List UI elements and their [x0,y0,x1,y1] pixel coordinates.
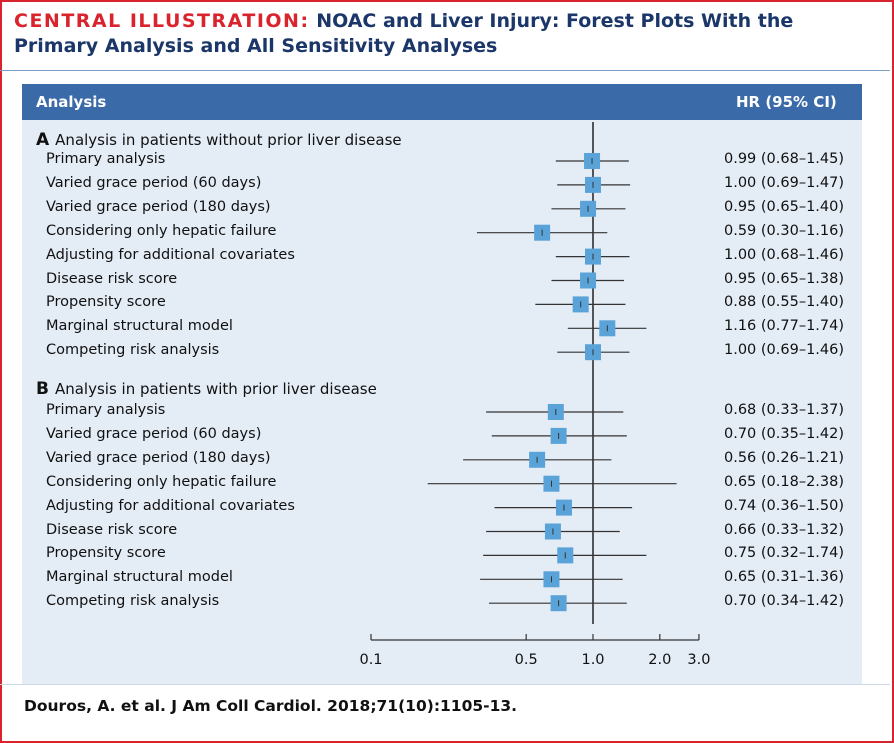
x-tick-label: 2.0 [648,652,671,668]
row-hr-value: 0.74 (0.36–1.50) [724,497,845,514]
table-header: Analysis HR (95% CI) [22,84,862,120]
row-label: Varied grace period (60 days) [46,425,262,442]
figure-title: CENTRAL ILLUSTRATION: NOAC and Liver Inj… [14,9,874,59]
row-hr-value: 0.65 (0.31–1.36) [724,569,845,586]
row-label: Considering only hepatic failure [46,222,277,239]
row-hr-value: 0.75 (0.32–1.74) [724,545,845,562]
row-hr-value: 1.16 (0.77–1.74) [724,318,845,335]
row-hr-value: 1.00 (0.68–1.46) [724,246,845,263]
row-hr-value: 1.00 (0.69–1.46) [724,342,845,359]
row-hr-value: 0.95 (0.65–1.40) [724,198,845,215]
x-tick-label: 1.0 [581,652,604,668]
row-label: Adjusting for additional covariates [46,497,295,514]
row-label: Varied grace period (180 days) [46,198,271,215]
section-title-text: Analysis in patients without prior liver… [55,131,402,149]
hr-column-header: HR (95% CI) [736,93,837,111]
row-hr-value: 0.59 (0.30–1.16) [724,222,845,239]
row-hr-value: 0.95 (0.65–1.38) [724,270,845,287]
row-label: Marginal structural model [46,318,233,335]
row-label: Disease risk score [46,270,178,287]
row-hr-value: 1.00 (0.69–1.47) [724,174,845,191]
row-label: Competing risk analysis [46,342,220,359]
row-hr-value: 0.66 (0.33–1.32) [724,521,845,538]
analysis-column-header: Analysis [36,93,107,111]
footer-divider [0,684,890,685]
title-divider [0,70,890,71]
title-lead: CENTRAL ILLUSTRATION: [14,10,310,32]
row-hr-value: 0.56 (0.26–1.21) [724,449,845,466]
row-hr-value: 0.70 (0.35–1.42) [724,425,845,442]
section-letter: A [36,130,50,150]
row-label: Disease risk score [46,521,178,538]
row-label: Primary analysis [46,402,166,418]
section-title-a: A Analysis in patients without prior live… [36,130,402,150]
forest-plot-panel [22,84,862,684]
section-title-text: Analysis in patients with prior liver di… [54,380,377,398]
row-label: Primary analysis [46,151,166,167]
row-label: Considering only hepatic failure [46,473,277,490]
row-hr-value: 0.65 (0.18–2.38) [724,473,845,490]
section-letter: B [36,379,49,399]
row-label: Competing risk analysis [46,593,220,610]
row-hr-value: 0.88 (0.55–1.40) [724,294,845,311]
row-label: Propensity score [46,294,166,311]
row-hr-value: 0.68 (0.33–1.37) [724,402,845,418]
x-tick-label: 3.0 [687,652,710,668]
row-hr-value: 0.99 (0.68–1.45) [724,151,845,167]
row-label: Varied grace period (180 days) [46,449,271,466]
section-title-b: B Analysis in patients with prior liver d… [36,379,377,399]
row-label: Propensity score [46,545,166,562]
citation: Douros, A. et al. J Am Coll Cardiol. 201… [24,697,518,715]
title-text: NOAC and Liver Injury: Forest Plots With… [14,10,794,57]
x-tick-label: 0.5 [515,652,538,668]
row-label: Adjusting for additional covariates [46,246,295,263]
x-tick-label: 0.1 [359,652,382,668]
row-hr-value: 0.70 (0.34–1.42) [724,593,845,610]
row-label: Marginal structural model [46,569,233,586]
row-label: Varied grace period (60 days) [46,174,262,191]
